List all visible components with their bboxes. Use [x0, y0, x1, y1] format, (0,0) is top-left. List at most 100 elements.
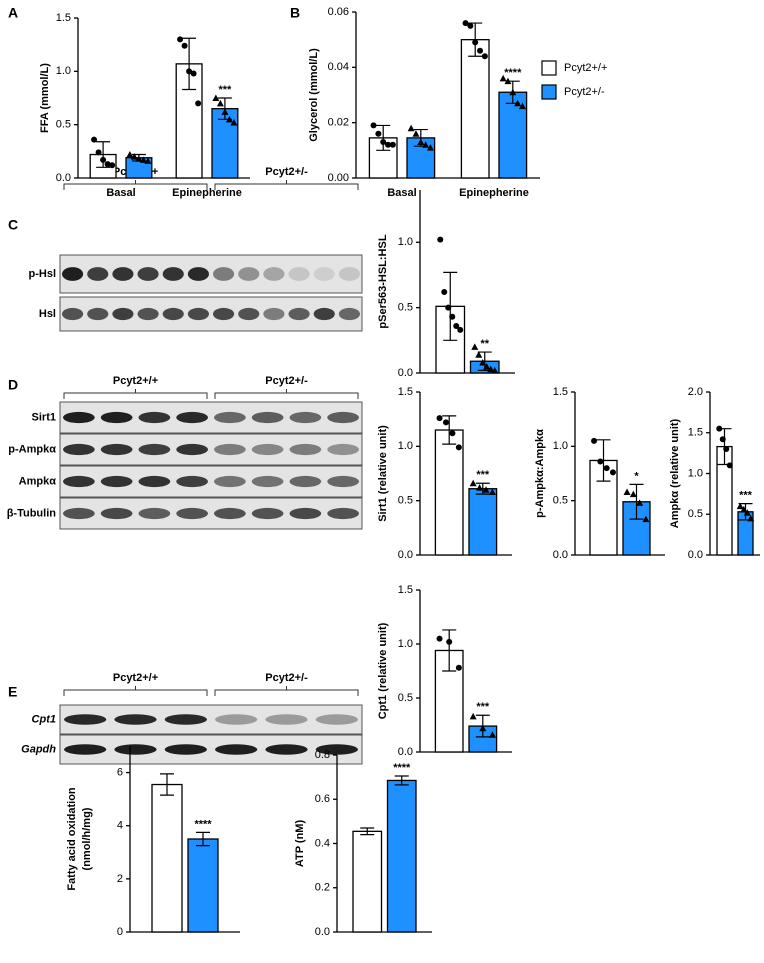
blot-band	[176, 411, 208, 424]
blot-band	[137, 307, 159, 321]
blot-band	[263, 307, 285, 321]
y-tick-label: 0.0	[398, 367, 413, 379]
blot-band	[138, 443, 171, 456]
data-point	[736, 502, 744, 510]
blot-band	[162, 307, 184, 321]
data-point	[479, 359, 487, 366]
y-tick-label: 0.5	[56, 119, 71, 131]
y-tick-label: 0.8	[315, 749, 330, 761]
y-tick-label: 0.04	[328, 61, 349, 73]
blot-row-label: Sirt1	[32, 411, 56, 423]
blot-band	[215, 714, 258, 725]
data-point	[518, 102, 526, 110]
blot-band	[251, 507, 284, 520]
blot-band	[187, 307, 209, 321]
y-tick-label: 0.00	[328, 172, 349, 184]
blot-band	[176, 475, 208, 488]
error-bar	[182, 37, 197, 91]
data-point	[446, 638, 453, 645]
data-point	[467, 22, 474, 29]
data-point	[380, 139, 387, 146]
error-bar	[96, 141, 111, 168]
y-tick-label: 2	[117, 873, 123, 885]
error-bar	[360, 827, 375, 836]
data-point	[436, 635, 443, 642]
significance: ***	[739, 490, 753, 502]
y-tick-label: 1.5	[398, 386, 413, 398]
data-point	[104, 161, 111, 168]
blot-band	[63, 411, 95, 424]
bar	[434, 429, 464, 556]
data-point	[482, 486, 490, 493]
bracket	[214, 180, 359, 190]
bracket	[63, 686, 208, 696]
blot-strip	[59, 704, 363, 735]
error-bar	[442, 415, 457, 445]
blot-band	[100, 507, 133, 520]
data-point	[487, 365, 495, 373]
data-point	[221, 108, 229, 115]
y-tick-label: 0.5	[398, 302, 413, 314]
y-tick-label: 0.02	[328, 117, 349, 129]
blot-band	[62, 307, 84, 321]
blot-band	[164, 714, 207, 725]
blot-band	[214, 475, 246, 488]
blot-band	[327, 507, 359, 520]
error-bar	[596, 439, 611, 482]
error-bar	[442, 629, 457, 672]
data-point	[437, 236, 444, 243]
data-point	[195, 100, 202, 107]
bracket	[214, 686, 359, 696]
blot-band	[263, 267, 285, 281]
y-axis-label: Glycerol (mmol/L)	[308, 48, 320, 142]
y-tick-label: 4	[117, 820, 123, 832]
y-tick-label: 0.0	[553, 549, 568, 561]
data-point	[186, 68, 193, 75]
data-point	[177, 36, 184, 43]
data-point	[609, 469, 616, 476]
blot-band	[187, 267, 209, 281]
blot-group-label: Pcyt2+/-	[265, 672, 308, 684]
bar	[187, 838, 219, 933]
data-point	[407, 124, 415, 132]
y-tick-label: 1.0	[56, 65, 71, 77]
data-point	[726, 462, 733, 469]
error-bar	[629, 483, 644, 520]
blot-band	[137, 267, 159, 281]
significance: **	[480, 338, 489, 350]
data-point	[499, 74, 507, 82]
data-point	[471, 343, 479, 350]
bar	[406, 137, 436, 179]
error-bar	[376, 124, 391, 151]
y-axis-label: p-Ampkα:Ampkα	[534, 429, 546, 518]
data-point	[95, 149, 102, 156]
blot-band	[313, 267, 335, 281]
y-axis-label: Sirt1 (relative unit)	[377, 425, 389, 522]
y-axis-label: FFA (mmol/L)	[39, 63, 51, 133]
data-point	[488, 731, 496, 738]
significance: *	[634, 470, 639, 482]
blot-band	[176, 443, 208, 456]
panel-label: C	[8, 217, 18, 233]
y-tick-label: 1.5	[553, 386, 568, 398]
blot-band	[87, 307, 109, 321]
blot-band	[265, 714, 308, 725]
y-tick-label: 0.5	[688, 508, 703, 520]
blot-band	[238, 307, 260, 321]
blot-band	[315, 744, 358, 755]
blot-band	[100, 443, 133, 456]
blot-band	[63, 507, 95, 520]
data-point	[642, 515, 650, 523]
y-tick-label: 0.2	[315, 882, 330, 894]
data-point	[453, 322, 460, 329]
panel-label: A	[8, 5, 18, 21]
data-point	[629, 490, 637, 498]
blot-band	[251, 443, 284, 456]
blot-band	[213, 267, 235, 281]
blot-band	[62, 267, 84, 281]
y-tick-label: 1.0	[398, 638, 413, 650]
data-point	[422, 141, 430, 148]
blot-band	[214, 443, 246, 456]
significance: ****	[393, 762, 411, 774]
y-tick-label: 1.0	[553, 440, 568, 452]
